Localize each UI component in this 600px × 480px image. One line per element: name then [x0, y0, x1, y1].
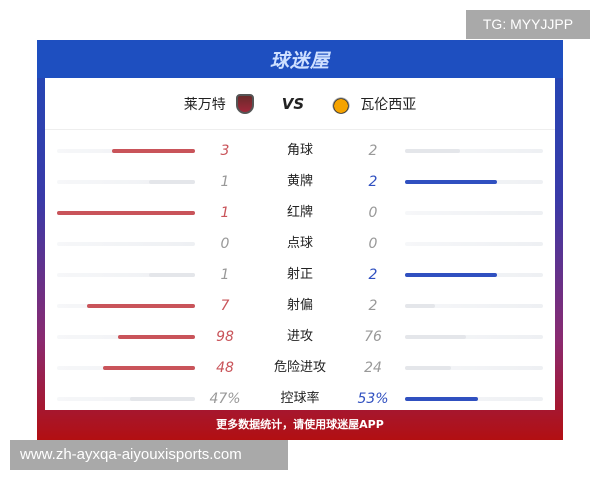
home-bar-track	[57, 242, 195, 246]
away-bar-track	[405, 273, 543, 277]
away-bar	[405, 149, 461, 153]
watermark-top: TG: MYYJJPP	[466, 10, 590, 39]
away-bar	[405, 366, 451, 370]
home-bar-track	[57, 304, 195, 308]
away-bar	[405, 180, 498, 184]
home-team-name: 莱万特	[183, 96, 226, 113]
home-bar-track	[57, 335, 195, 339]
away-value: 24	[364, 360, 382, 376]
away-bar-track	[405, 366, 543, 370]
home-value: 3	[220, 143, 230, 159]
stat-label: 进攻	[286, 329, 313, 344]
home-bar-track	[57, 211, 195, 215]
away-bar	[405, 397, 479, 401]
home-value: 1	[220, 174, 230, 190]
stat-row: 48 危险进攻 24	[45, 358, 555, 378]
brand-logo: 球迷屋	[269, 49, 330, 72]
away-value: 76	[364, 329, 382, 345]
match-teams: 莱万特 VS 瓦伦西亚	[45, 78, 555, 130]
home-bar-track	[57, 397, 195, 401]
home-team-crest-icon	[235, 93, 254, 114]
away-value: 2	[368, 298, 378, 314]
away-bar	[405, 273, 498, 277]
away-bar-track	[405, 211, 543, 215]
watermark-bottom: www.zh-ayxqa-aiyouxisports.com	[10, 440, 288, 470]
stat-label: 射正	[286, 267, 313, 282]
away-bar	[405, 304, 436, 308]
home-bar	[117, 335, 195, 339]
stat-row: 47% 控球率 53%	[45, 389, 555, 409]
footer-promo: 更多数据统计，请使用球迷屋APP	[216, 418, 384, 431]
home-bar	[102, 366, 195, 370]
stat-label: 控球率	[280, 391, 320, 406]
stat-row: 1 红牌 0	[45, 203, 555, 223]
vs-label: VS	[281, 94, 305, 113]
away-value: 2	[368, 267, 378, 283]
home-bar	[112, 149, 195, 153]
header: 球迷屋	[37, 40, 563, 78]
home-value: 0	[220, 236, 230, 252]
home-value: 7	[220, 298, 230, 314]
stats-card: 莱万特 VS 瓦伦西亚 3 角球 2 1 黄牌 2 1 红牌 0 0 点球 0 …	[45, 78, 555, 410]
away-value: 0	[368, 205, 378, 221]
home-bar-track	[57, 273, 195, 277]
stat-row: 7 射偏 2	[45, 296, 555, 316]
stat-row: 3 角球 2	[45, 141, 555, 161]
away-value: 0	[368, 236, 378, 252]
home-value: 1	[220, 267, 230, 283]
home-bar	[149, 180, 195, 184]
stat-label: 危险进攻	[273, 360, 326, 375]
stats-panel: 球迷屋 莱万特 VS 瓦伦西亚 3 角球 2 1 黄牌 2 1 红牌 0 0 点…	[37, 40, 563, 440]
away-bar-track	[405, 304, 543, 308]
home-value: 1	[220, 205, 230, 221]
home-value: 47%	[209, 391, 241, 407]
home-value: 48	[216, 360, 234, 376]
home-value: 98	[216, 329, 234, 345]
away-bar	[405, 335, 466, 339]
home-bar	[149, 273, 195, 277]
away-bar-track	[405, 397, 543, 401]
away-bar-track	[405, 180, 543, 184]
away-value: 2	[368, 143, 378, 159]
stat-row: 1 射正 2	[45, 265, 555, 285]
away-value: 53%	[357, 391, 389, 407]
home-bar-track	[57, 366, 195, 370]
stat-label: 角球	[286, 143, 313, 158]
home-bar-track	[57, 149, 195, 153]
home-bar	[87, 304, 195, 308]
stat-label: 射偏	[286, 298, 313, 313]
stat-label: 红牌	[286, 205, 313, 220]
away-bar-track	[405, 149, 543, 153]
home-bar	[57, 211, 195, 215]
home-bar-track	[57, 180, 195, 184]
away-bar-track	[405, 242, 543, 246]
stat-row: 98 进攻 76	[45, 327, 555, 347]
stat-row: 1 黄牌 2	[45, 172, 555, 192]
away-value: 2	[368, 174, 378, 190]
home-bar	[130, 397, 195, 401]
stat-label: 点球	[286, 236, 313, 251]
stat-label: 黄牌	[286, 174, 313, 189]
away-bar-track	[405, 335, 543, 339]
away-team-name: 瓦伦西亚	[360, 96, 417, 113]
stat-row: 0 点球 0	[45, 234, 555, 254]
away-team-crest-icon	[332, 93, 351, 114]
